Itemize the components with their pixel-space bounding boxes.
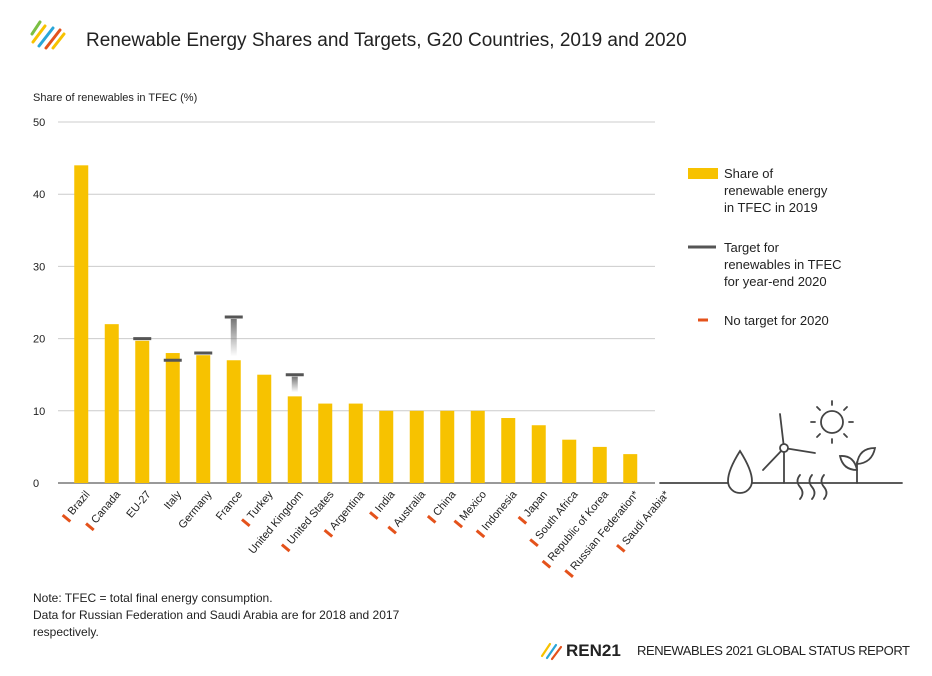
no-target-marker: [529, 538, 539, 548]
legend-label: for year-end 2020: [724, 274, 827, 289]
no-target-marker: [541, 559, 552, 569]
legend-label: renewable energy: [724, 183, 828, 198]
footer-brand: REN21: [566, 641, 621, 660]
bar: [287, 396, 302, 483]
note: Note: TFEC = total final energy consumpt…: [33, 591, 273, 605]
x-tick-label: India: [373, 488, 398, 515]
y-tick-label: 30: [33, 261, 45, 273]
bar: [196, 355, 211, 483]
x-label-group: India: [369, 488, 398, 520]
bar: [135, 340, 150, 483]
no-target-marker: [453, 519, 464, 529]
bar: [318, 403, 333, 483]
logo: [30, 20, 66, 50]
y-tick-label: 0: [33, 478, 39, 490]
bar: [592, 446, 607, 483]
x-tick-label: Japan: [522, 489, 550, 520]
bar: [379, 410, 394, 483]
x-label-group: China: [426, 488, 459, 524]
no-target-marker: [369, 511, 379, 520]
y-tick-label: 10: [33, 406, 45, 418]
no-target-marker: [426, 514, 437, 524]
bar: [74, 165, 89, 483]
bar: [562, 439, 577, 483]
no-target-marker: [616, 543, 626, 553]
target-gap: [230, 318, 237, 357]
bar: [501, 418, 516, 483]
no-target-marker: [517, 515, 528, 525]
x-label-group: Italy: [162, 488, 184, 512]
y-tick-label: 40: [33, 189, 45, 201]
x-label-group: France: [214, 489, 245, 523]
legend-label: No target for 2020: [724, 313, 829, 328]
bar: [257, 374, 272, 483]
bar: [104, 324, 119, 483]
legend-label: renewables in TFEC: [724, 257, 842, 272]
x-tick-label: Turkey: [245, 488, 276, 522]
x-tick-label: Mexico: [458, 489, 490, 523]
chart-title: Renewable Energy Shares and Targets, G20…: [86, 30, 687, 51]
legend-label: Target for: [724, 240, 780, 255]
x-tick-label: Italy: [162, 488, 184, 512]
x-tick-label: Germany: [176, 488, 215, 531]
illustration: [659, 400, 903, 500]
legend-label: in TFEC in 2019: [724, 200, 818, 215]
x-label-group: EU-27: [124, 489, 153, 521]
no-target-marker: [387, 525, 397, 535]
bar: [226, 360, 241, 483]
x-label-group: United Kingdom: [247, 489, 307, 557]
footer-report: RENEWABLES 2021 GLOBAL STATUS REPORT: [637, 643, 910, 658]
x-tick-label: Canada: [89, 488, 124, 526]
no-target-marker: [323, 528, 334, 538]
x-tick-label: China: [431, 488, 459, 518]
bar: [623, 454, 638, 483]
legend-swatch: [688, 168, 718, 179]
y-tick-label: 20: [33, 334, 45, 346]
x-label-group: Germany: [176, 488, 215, 531]
legend: Share of renewable energy in TFEC in 2019 T…: [688, 166, 842, 328]
note: respectively.: [33, 625, 99, 639]
y-tick-label: 50: [33, 117, 45, 129]
no-target-marker: [241, 518, 251, 528]
bar: [531, 425, 546, 483]
no-target-marker: [61, 513, 72, 523]
bar: [409, 410, 424, 483]
y-axis-label: Share of renewables in TFEC (%): [33, 92, 197, 104]
x-tick-label: France: [214, 489, 245, 523]
no-target-marker: [564, 569, 574, 578]
target-gap: [291, 376, 298, 393]
x-tick-label: Brazil: [66, 489, 93, 518]
x-tick-label: EU-27: [124, 489, 153, 521]
x-label-group: Canada: [85, 488, 124, 532]
no-target-marker: [85, 522, 95, 532]
x-tick-label: Australia: [391, 488, 428, 529]
bar: [165, 353, 180, 483]
bar: [470, 410, 485, 483]
x-tick-label: United Kingdom: [247, 489, 307, 557]
bar: [348, 403, 363, 483]
bar: [440, 410, 455, 483]
no-target-marker: [280, 543, 291, 553]
legend-label: Share of: [724, 166, 774, 181]
note: Data for Russian Federation and Saudi Ar…: [33, 608, 400, 622]
footer-logo: [540, 642, 563, 661]
x-label-group: Brazil: [61, 489, 93, 523]
no-target-marker: [475, 529, 486, 539]
